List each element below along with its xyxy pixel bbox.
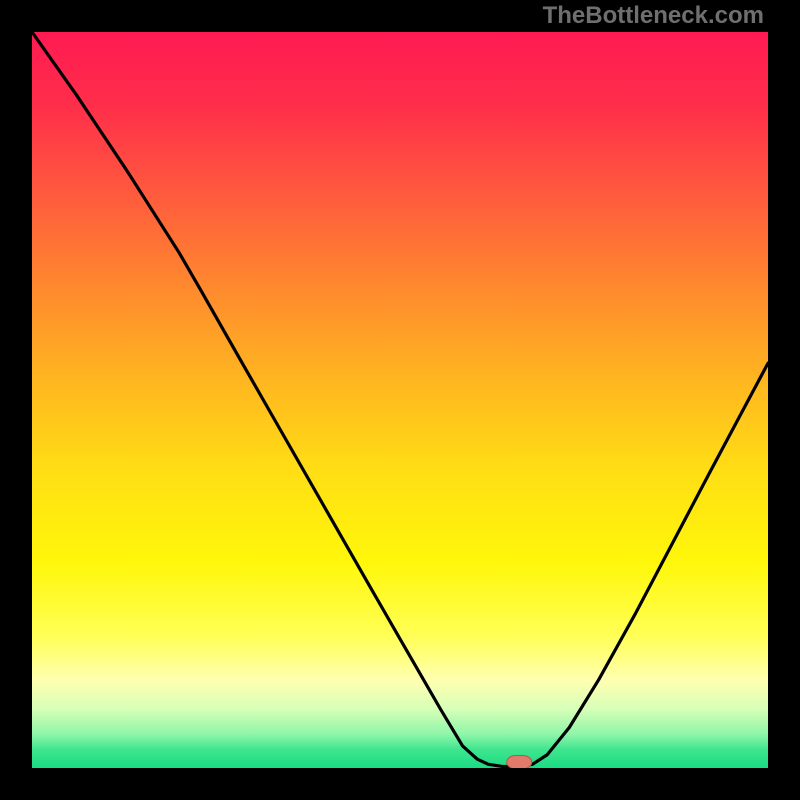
chart-frame (0, 0, 800, 800)
bottleneck-curve (32, 32, 768, 768)
watermark-text: TheBottleneck.com (543, 2, 764, 30)
bottleneck-marker (507, 755, 532, 768)
plot-area (32, 32, 768, 768)
